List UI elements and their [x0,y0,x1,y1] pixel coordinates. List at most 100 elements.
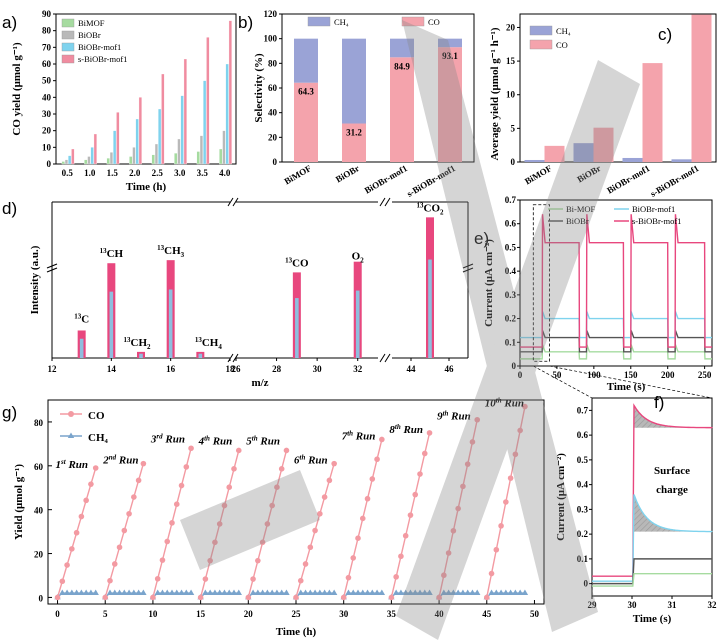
y-tick-label: 20 [42,126,52,136]
x-tick-label: s-BiOBr-mof1 [649,163,701,199]
legend-label: CH₄ [556,26,571,36]
bar [174,153,178,165]
y-tick-label: 10 [506,90,516,100]
transient-trace [592,494,713,582]
co-point [150,594,156,601]
peak-label-subscript: 2 [360,257,364,265]
ch4-point [216,589,223,596]
y-tick-label: 80 [268,58,278,68]
co-point [173,501,180,507]
watermark-band [396,60,640,640]
ch4-point [345,589,352,596]
peak-label-species: CH [131,337,148,349]
ch4-point [412,589,419,596]
ch4-point [307,589,314,596]
legend-label: Bi-MOF [566,204,596,214]
peak-label-isotope: 13 [100,247,108,255]
ch4-point [159,589,166,596]
x-tick-label: 16 [166,364,176,374]
ch4-point [164,589,171,596]
x-tick-label: 31 [668,600,678,610]
panel-c-axes [519,13,717,163]
run-number: 6 [294,455,300,467]
bar [71,148,75,165]
bar [93,133,97,165]
co-point [350,555,357,561]
ch4-point [254,589,262,596]
ch4-point [68,589,76,596]
peak-label-subscript: 3 [181,251,185,259]
y-tick-label: 20 [506,22,516,32]
co-point [64,562,70,568]
axis-break [227,197,239,207]
co-point [450,527,457,534]
co-point [264,521,271,527]
bar [154,143,159,165]
co-point [379,436,385,443]
y-tick-label: 100 [264,34,278,44]
panel-label-a: a) [2,13,17,32]
y-tick-label: 80 [42,26,52,36]
bar [87,156,91,165]
zoom-connector [549,365,713,399]
co-point [154,575,161,582]
run-word: Run [66,459,88,471]
ch4-point [168,589,176,596]
ch4-point [140,589,147,596]
ch4-point [421,589,428,596]
panel-f-axes [591,397,713,597]
bar [228,20,232,165]
ch4-point [512,589,519,596]
co-point [83,497,89,504]
y-axis-label: Selectivity (%) [253,53,265,123]
run-word: Run [258,435,280,447]
co-point [464,461,471,467]
peak-label: 13CH2 [124,336,152,351]
bar [135,118,139,165]
ch4-point [111,589,118,596]
y-tick-label: 30 [42,109,52,119]
ch4-point [226,589,233,596]
bar [196,151,200,165]
panel-e: 00.10.20.30.40.50.60.7050100150200250Bi-… [483,195,713,399]
x-tick-label: 4.0 [219,168,231,178]
co-point [92,465,99,471]
y-tick-label: 0.5 [505,242,517,252]
photocurrent-trace [520,344,712,360]
co-point [412,491,419,498]
ch4-point [464,589,471,596]
ch4-point [373,589,381,596]
ch4-point [302,589,309,596]
x-tick-label: 0 [518,370,523,380]
bar [203,80,207,165]
run-label: 2nd Run [102,454,138,467]
bar [161,73,165,165]
co-point [345,574,352,581]
x-tick-label: 1.0 [84,168,96,178]
bar [593,127,614,162]
bar [106,158,110,165]
ch4-point [121,589,128,596]
run-label: 7th Run [342,429,376,442]
ch4-point [459,589,467,596]
y-tick-label: 0.2 [577,529,589,539]
ms-peak-core [79,338,84,358]
co-point [522,403,528,410]
run-label: 4th Run [198,434,233,447]
peak-label-isotope: 13 [157,244,165,252]
y-tick-label: 80 [34,418,44,428]
ms-peak-core [295,298,299,358]
ch4-point [450,589,457,596]
y-tick-label: 10 [42,142,52,152]
bar [622,157,643,162]
panel-a-axes [55,13,237,165]
bar [84,159,88,165]
ch4-point [173,589,180,596]
zoom-box [532,204,550,362]
ch4-point [497,589,505,596]
run-label: 5th Run [246,434,280,447]
ch4-point [273,589,281,596]
run-word: Run [210,435,232,447]
x-tick-label: 5 [103,609,108,619]
peak-label-subscript: 2 [440,208,444,216]
